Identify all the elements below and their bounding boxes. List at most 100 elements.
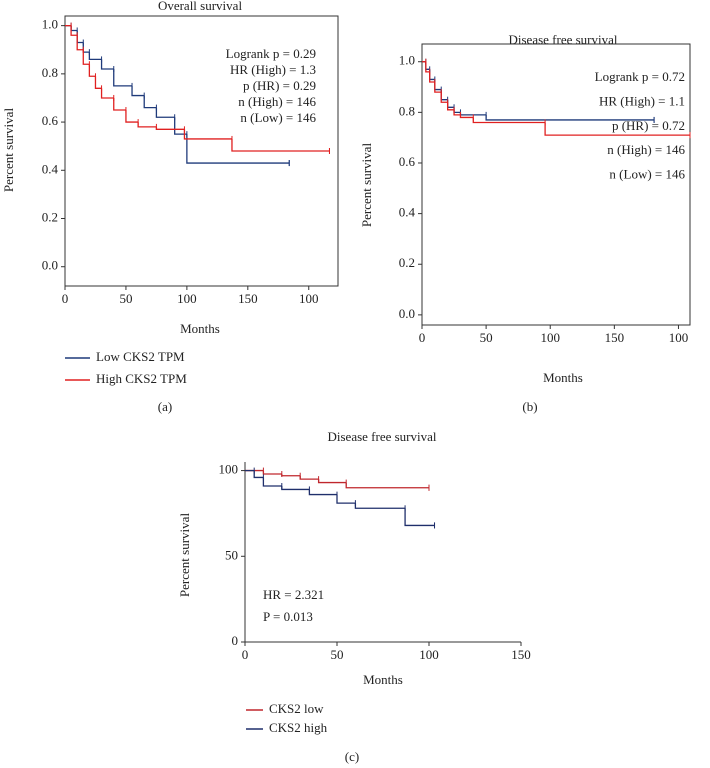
survival-step bbox=[336, 494, 356, 504]
survival-step bbox=[82, 42, 90, 53]
survival-step bbox=[100, 88, 114, 99]
annotation: Logrank p = 0.72 bbox=[595, 69, 685, 84]
annotation: p (HR) = 0.72 bbox=[612, 118, 685, 133]
legend-label: CKS2 high bbox=[269, 720, 328, 735]
survival-step bbox=[131, 85, 145, 97]
panel-label: (c) bbox=[345, 749, 359, 764]
x-tick-label: 0 bbox=[62, 291, 69, 306]
survival-step bbox=[186, 134, 290, 164]
y-axis-label: Percent survival bbox=[1, 108, 16, 193]
annotation: n (High) = 146 bbox=[607, 142, 685, 157]
panel-label: (a) bbox=[158, 399, 172, 414]
x-tick-label: 100 bbox=[669, 330, 689, 345]
survival-step bbox=[76, 30, 84, 44]
survival-step bbox=[125, 110, 139, 123]
survival-step bbox=[155, 126, 185, 130]
survival-step bbox=[143, 95, 157, 109]
survival-step bbox=[70, 25, 78, 32]
survival-step bbox=[345, 482, 429, 489]
legend-label: High CKS2 TPM bbox=[96, 371, 187, 386]
y-axis-label: Percent survival bbox=[359, 143, 374, 228]
survival-step bbox=[459, 114, 474, 119]
annotation: HR (High) = 1.1 bbox=[599, 93, 685, 108]
panel-label: (b) bbox=[522, 399, 537, 414]
y-tick-label: 0.4 bbox=[42, 161, 59, 176]
chart-title: Overall survival bbox=[158, 0, 243, 13]
survival-step bbox=[429, 71, 435, 83]
survival-step bbox=[281, 486, 310, 491]
y-tick-label: 0.0 bbox=[42, 258, 58, 273]
survival-step bbox=[354, 503, 406, 509]
x-tick-label: 50 bbox=[331, 647, 344, 662]
x-tick-label: 100 bbox=[299, 291, 319, 306]
survival-step bbox=[404, 508, 435, 527]
annotation: n (High) = 146 bbox=[238, 94, 316, 109]
annotation: p (HR) = 0.29 bbox=[243, 78, 316, 93]
y-tick-label: 0.6 bbox=[42, 113, 59, 128]
survival-step bbox=[446, 102, 455, 111]
y-tick-label: 0.4 bbox=[399, 205, 416, 220]
survival-step bbox=[472, 117, 546, 124]
survival-step bbox=[231, 138, 330, 152]
legend-label: Low CKS2 TPM bbox=[96, 349, 185, 364]
survival-step bbox=[253, 470, 264, 479]
y-axis-label: Percent survival bbox=[177, 513, 192, 598]
chart-title: Disease free survival bbox=[508, 32, 617, 47]
survival-step bbox=[70, 25, 78, 36]
survival-step bbox=[281, 474, 301, 477]
survival-step bbox=[262, 470, 282, 475]
survival-step bbox=[88, 64, 96, 77]
survival-step bbox=[434, 81, 442, 93]
plot-frame bbox=[64, 15, 339, 287]
survival-step bbox=[76, 35, 84, 51]
annotation: HR = 2.321 bbox=[263, 587, 324, 602]
x-axis-label: Months bbox=[363, 672, 403, 687]
annotation: n (Low) = 146 bbox=[240, 110, 316, 125]
survival-step bbox=[88, 52, 102, 61]
x-tick-label: 150 bbox=[605, 330, 625, 345]
survival-step bbox=[299, 475, 319, 480]
y-tick-label: 0.6 bbox=[399, 154, 416, 169]
x-tick-label: 50 bbox=[119, 291, 132, 306]
survival-step bbox=[434, 79, 442, 91]
y-tick-label: 50 bbox=[225, 547, 238, 562]
y-tick-label: 0.8 bbox=[42, 65, 58, 80]
survival-step bbox=[100, 59, 114, 70]
survival-step bbox=[113, 69, 133, 87]
x-tick-label: 0 bbox=[242, 647, 249, 662]
survival-step bbox=[544, 122, 690, 136]
y-tick-label: 0 bbox=[232, 633, 239, 648]
y-tick-label: 0.8 bbox=[399, 103, 415, 118]
survival-step bbox=[440, 92, 448, 103]
survival-step bbox=[155, 107, 175, 118]
chart-title: Disease free survival bbox=[327, 429, 436, 444]
survival-step bbox=[317, 479, 347, 484]
survival-step bbox=[429, 69, 435, 81]
survival-step bbox=[425, 61, 430, 73]
y-tick-label: 1.0 bbox=[42, 17, 58, 32]
plot-frame bbox=[421, 43, 691, 326]
x-axis-label: Months bbox=[180, 321, 220, 336]
survival-step bbox=[453, 109, 461, 116]
survival-step bbox=[262, 477, 282, 487]
survival-step bbox=[446, 99, 455, 108]
x-tick-label: 100 bbox=[419, 647, 439, 662]
survival-step bbox=[174, 117, 187, 135]
x-tick-label: 150 bbox=[238, 291, 258, 306]
survival-step bbox=[82, 49, 90, 65]
y-tick-label: 0.0 bbox=[399, 306, 415, 321]
survival-step bbox=[440, 89, 448, 101]
y-tick-label: 0.2 bbox=[42, 209, 58, 224]
y-tick-label: 100 bbox=[219, 462, 239, 477]
y-tick-label: 0.2 bbox=[399, 255, 415, 270]
annotation: n (Low) = 146 bbox=[609, 167, 685, 182]
x-tick-label: 100 bbox=[177, 291, 197, 306]
x-tick-label: 0 bbox=[419, 330, 426, 345]
survival-step bbox=[137, 122, 157, 128]
x-tick-label: 150 bbox=[511, 647, 531, 662]
survival-step bbox=[453, 107, 461, 114]
survival-step bbox=[94, 76, 102, 89]
survival-step bbox=[183, 129, 232, 140]
